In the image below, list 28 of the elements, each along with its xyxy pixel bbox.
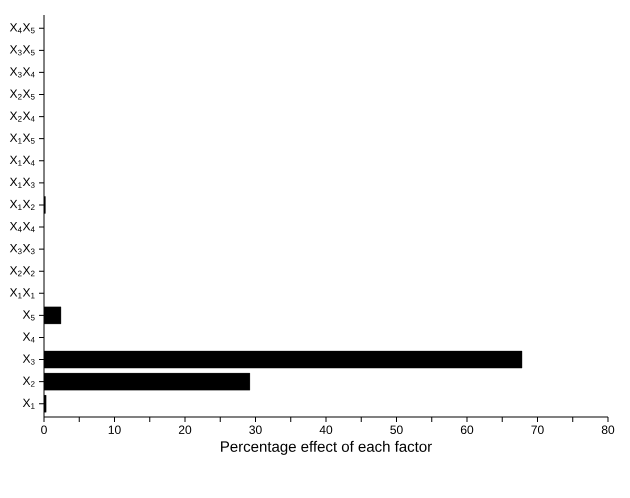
y-tick-label: X$_{1}$X$_{3}$	[10, 178, 35, 188]
y-tick-label: X$_{1}$X$_{5}$	[10, 134, 35, 144]
x-tick-label: 80	[602, 426, 614, 434]
y-tick-label: X$_{5}$	[22, 310, 35, 320]
y-tick-label: X$_{2}$	[22, 376, 35, 387]
x-tick-label: 70	[531, 426, 544, 434]
y-tick-label: X$_{4}$X$_{5}$	[10, 23, 35, 34]
x-tick-label: 0	[41, 426, 47, 434]
y-tick-label: X$_{1}$X$_{2}$	[10, 200, 35, 210]
y-tick-label: X$_{2}$X$_{2}$	[10, 266, 35, 276]
y-tick-label: X$_{4}$	[22, 332, 35, 342]
y-tick-label: X$_{4}$X$_{4}$	[10, 222, 35, 232]
x-tick-label: 30	[249, 426, 262, 434]
x-tick-label: 10	[108, 426, 121, 434]
y-tick-label: X$_{1}$X$_{4}$	[10, 156, 35, 166]
y-tick-label: X$_{2}$X$_{5}$	[10, 89, 35, 100]
y-tick-label: X$_{3}$X$_{4}$	[10, 67, 35, 78]
y-tick-label: X$_{3}$X$_{3}$	[10, 244, 35, 254]
x-tick-label: 50	[390, 426, 403, 434]
y-tick-label: X$_{1}$	[22, 398, 35, 409]
y-tick-label: X$_{1}$X$_{1}$	[10, 288, 35, 298]
y-tick-label: X$_{2}$X$_{4}$	[10, 112, 35, 122]
y-tick-label: X$_{3}$X$_{5}$	[10, 45, 35, 56]
x-tick-label: 40	[320, 426, 332, 434]
x-tick-label: 20	[178, 426, 192, 434]
y-tick-label: X$_{3}$	[22, 354, 35, 365]
x-tick-label: 60	[460, 426, 474, 434]
x-axis-title: Percentage effect of each factor	[221, 440, 432, 455]
